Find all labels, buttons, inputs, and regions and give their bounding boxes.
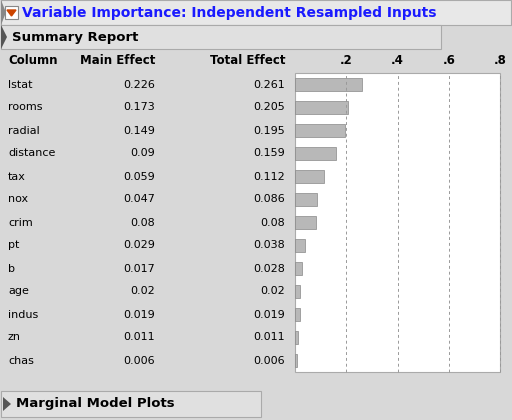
Text: 0.226: 0.226 [123, 79, 155, 89]
Text: chas: chas [8, 355, 34, 365]
Text: .8: .8 [494, 55, 506, 68]
Text: 0.019: 0.019 [253, 310, 285, 320]
Bar [295, 307, 300, 321]
Text: 0.112: 0.112 [253, 171, 285, 181]
Text: 0.086: 0.086 [253, 194, 285, 205]
Text: 0.159: 0.159 [253, 149, 285, 158]
Text: lstat: lstat [8, 79, 32, 89]
Text: age: age [8, 286, 29, 297]
Bar [295, 123, 345, 137]
Text: distance: distance [8, 149, 55, 158]
Text: Marginal Model Plots: Marginal Model Plots [16, 397, 175, 410]
Text: 0.09: 0.09 [130, 149, 155, 158]
Text: 0.205: 0.205 [253, 102, 285, 113]
Text: radial: radial [8, 126, 40, 136]
Bar [295, 73, 500, 372]
Text: Summary Report: Summary Report [12, 31, 138, 44]
Bar [5, 6, 18, 19]
Text: 0.059: 0.059 [123, 171, 155, 181]
Text: .6: .6 [442, 55, 455, 68]
Text: 0.08: 0.08 [260, 218, 285, 228]
Bar [295, 239, 305, 252]
Text: 0.029: 0.029 [123, 241, 155, 250]
Text: Total Effect: Total Effect [209, 55, 285, 68]
Text: nox: nox [8, 194, 28, 205]
Text: zn: zn [8, 333, 21, 342]
Bar [1, 25, 441, 49]
Text: 0.017: 0.017 [123, 263, 155, 273]
Text: 0.038: 0.038 [253, 241, 285, 250]
Bar [295, 193, 317, 206]
Text: indus: indus [8, 310, 38, 320]
Text: 0.149: 0.149 [123, 126, 155, 136]
Text: 0.02: 0.02 [260, 286, 285, 297]
Text: tax: tax [8, 171, 26, 181]
Text: 0.006: 0.006 [253, 355, 285, 365]
Polygon shape [7, 10, 16, 16]
Polygon shape [1, 25, 7, 49]
Text: rooms: rooms [8, 102, 42, 113]
Text: Main Effect: Main Effect [80, 55, 155, 68]
Text: crim: crim [8, 218, 33, 228]
Text: Variable Importance: Independent Resampled Inputs: Variable Importance: Independent Resampl… [22, 5, 437, 19]
Text: 0.006: 0.006 [123, 355, 155, 365]
Bar [295, 262, 302, 276]
Bar [295, 78, 362, 92]
Bar [295, 170, 324, 184]
Text: 0.028: 0.028 [253, 263, 285, 273]
Bar [1, 391, 261, 417]
Text: 0.011: 0.011 [253, 333, 285, 342]
Bar [295, 331, 298, 344]
Bar [295, 101, 348, 114]
Bar [295, 215, 315, 229]
Text: 0.261: 0.261 [253, 79, 285, 89]
Text: 0.173: 0.173 [123, 102, 155, 113]
Bar [295, 354, 296, 368]
Text: 0.195: 0.195 [253, 126, 285, 136]
Text: 0.02: 0.02 [130, 286, 155, 297]
Bar [295, 147, 336, 160]
Text: 0.047: 0.047 [123, 194, 155, 205]
Text: 0.019: 0.019 [123, 310, 155, 320]
Text: 0.08: 0.08 [130, 218, 155, 228]
Text: b: b [8, 263, 15, 273]
Text: Column: Column [8, 55, 57, 68]
Text: pt: pt [8, 241, 19, 250]
Polygon shape [3, 397, 11, 411]
Bar [1, 0, 511, 25]
Polygon shape [1, 0, 6, 25]
Text: 0.011: 0.011 [123, 333, 155, 342]
Text: .4: .4 [391, 55, 404, 68]
Text: .2: .2 [340, 55, 353, 68]
Bar [295, 285, 300, 298]
